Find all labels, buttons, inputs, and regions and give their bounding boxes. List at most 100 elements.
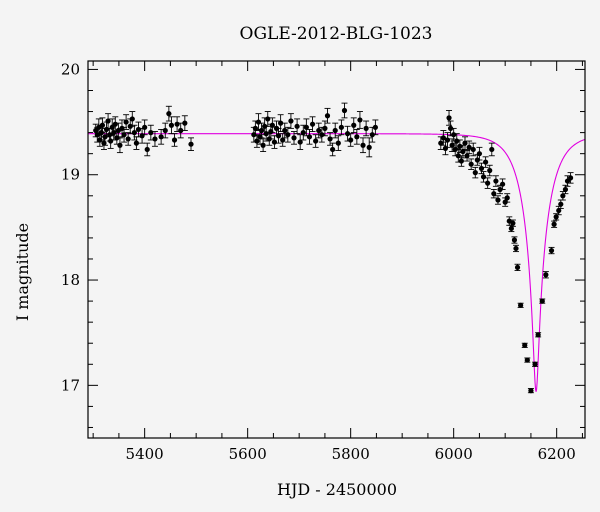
data-point: [99, 122, 106, 128]
data-point: [158, 134, 164, 140]
plot-frame: [87, 60, 586, 439]
data-point: [263, 131, 269, 137]
data-point: [485, 180, 491, 186]
data-point: [464, 153, 470, 159]
data-point: [458, 158, 464, 164]
data-point: [332, 127, 338, 134]
data-point: [551, 221, 557, 227]
data-point: [524, 357, 530, 363]
data-point: [372, 124, 378, 130]
data-point: [369, 132, 375, 138]
data-point: [487, 167, 493, 174]
data-point: [513, 245, 519, 252]
data-point: [438, 140, 444, 146]
data-point: [135, 126, 142, 133]
data-point: [508, 225, 514, 232]
data-point: [444, 137, 451, 143]
data-point: [466, 144, 472, 150]
data-point: [440, 135, 446, 141]
data-point: [291, 135, 297, 141]
x-tick-label: 5800: [332, 445, 370, 463]
y-tick-label: 18: [61, 271, 80, 289]
data-point: [306, 134, 313, 140]
data-point: [162, 127, 168, 134]
data-point: [514, 264, 521, 271]
data-point: [535, 332, 541, 338]
data-point: [556, 207, 562, 214]
data-point: [338, 124, 344, 130]
data-point: [117, 142, 123, 148]
data-points: [92, 102, 574, 394]
y-axis-label: I magnitude: [13, 223, 32, 321]
y-tick-label: 19: [61, 166, 80, 184]
data-point: [168, 122, 175, 128]
data-point: [182, 120, 188, 126]
data-point: [125, 136, 131, 142]
data-point: [528, 388, 534, 394]
data-point: [567, 175, 574, 181]
chart-title: OGLE-2012-BLG-1023: [240, 24, 433, 44]
data-point: [558, 201, 564, 207]
data-point: [543, 272, 549, 278]
data-point: [258, 127, 265, 134]
data-point: [341, 107, 348, 114]
data-point: [511, 237, 518, 243]
data-point: [275, 133, 282, 139]
data-point: [366, 144, 372, 150]
data-point: [280, 137, 286, 143]
data-point: [316, 127, 322, 134]
data-point: [348, 137, 354, 143]
x-axis-label: HJD - 2450000: [277, 480, 397, 499]
data-point: [493, 178, 499, 184]
data-point: [455, 153, 461, 159]
data-point: [255, 119, 262, 125]
data-point: [472, 170, 478, 176]
model-curve: [88, 133, 586, 392]
data-point: [309, 121, 316, 127]
data-point: [288, 118, 294, 124]
data-point: [532, 361, 538, 367]
data-point: [319, 132, 325, 138]
data-point: [489, 146, 495, 153]
data-point: [468, 161, 474, 167]
data-point: [504, 195, 510, 201]
data-point: [252, 125, 258, 131]
x-tick-label: 5400: [126, 445, 164, 463]
tick-labels: 5400 5600 5800 6000 6200 17 18 19 20: [61, 60, 576, 463]
data-point: [457, 143, 463, 149]
data-point: [454, 138, 460, 144]
data-point: [476, 151, 483, 157]
data-point: [123, 119, 129, 125]
data-point: [178, 127, 184, 134]
data-point: [327, 136, 333, 142]
data-point: [462, 140, 468, 146]
data-point: [451, 132, 457, 138]
data-point: [447, 125, 454, 131]
data-point: [360, 142, 366, 148]
data-point: [139, 133, 145, 139]
data-point: [491, 191, 497, 197]
data-point: [446, 115, 452, 121]
data-point: [354, 134, 360, 140]
data-point: [548, 247, 555, 254]
data-point: [133, 140, 140, 146]
data-point: [522, 342, 528, 348]
data-point: [322, 125, 328, 131]
data-point: [282, 127, 288, 134]
data-point: [129, 116, 135, 122]
data-point: [112, 121, 118, 127]
data-point: [171, 137, 178, 143]
data-point: [495, 197, 501, 203]
axis-ticks: [88, 61, 585, 438]
y-tick-label: 20: [61, 60, 80, 78]
data-point: [553, 214, 559, 220]
x-tick-label: 6000: [435, 445, 473, 463]
data-point: [144, 146, 150, 153]
data-point: [271, 139, 278, 145]
data-point: [470, 146, 476, 153]
data-point: [518, 302, 524, 308]
x-tick-label: 5600: [229, 445, 267, 463]
data-point: [260, 142, 266, 148]
data-point: [483, 159, 489, 165]
